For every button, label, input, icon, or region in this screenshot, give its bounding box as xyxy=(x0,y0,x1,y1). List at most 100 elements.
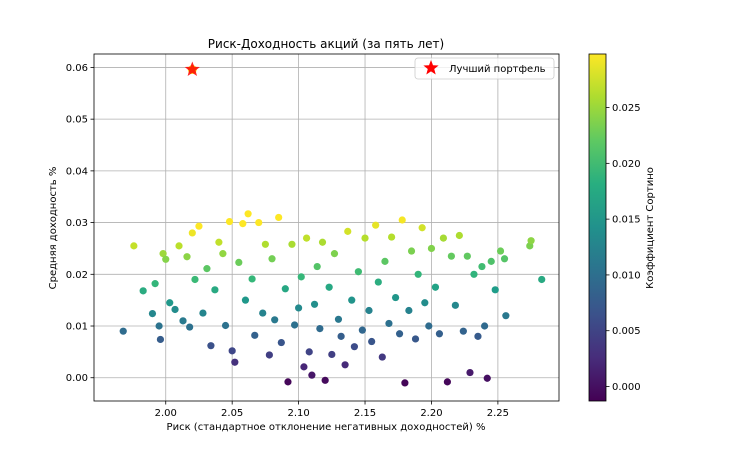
y-tick-label: 0.00 xyxy=(66,373,88,384)
scatter-point xyxy=(337,332,345,340)
scatter-point xyxy=(288,240,296,248)
scatter-point xyxy=(395,330,404,338)
colorbar-tick-label: 0.015 xyxy=(612,215,641,226)
scatter-point xyxy=(414,270,422,278)
scatter-point xyxy=(502,312,510,320)
scatter-point xyxy=(305,348,313,356)
scatter-point xyxy=(328,350,336,359)
scatter-point xyxy=(421,299,429,307)
scatter-point xyxy=(171,305,179,314)
scatter-point xyxy=(354,268,362,276)
scatter-point xyxy=(255,218,263,227)
scatter-point xyxy=(302,234,311,242)
y-tick-label: 0.03 xyxy=(66,218,88,229)
colorbar: 0.000 0.005 0.010 0.015 0.020 0.025 Коэффицие… xyxy=(588,53,656,402)
scatter-point xyxy=(483,374,491,382)
scatter-point xyxy=(195,222,203,230)
scatter-point xyxy=(179,317,187,325)
scatter-point xyxy=(225,217,234,226)
scatter-point xyxy=(175,242,183,250)
scatter-point xyxy=(277,338,285,347)
scatter-point xyxy=(130,242,138,250)
scatter-point xyxy=(378,353,386,361)
scatter-point xyxy=(443,378,451,386)
scatter-point xyxy=(300,363,308,371)
y-axis: 0.00 0.01 0.02 0.03 0.04 0.05 0.06 xyxy=(66,63,94,384)
x-axis-label: Риск (стандартное отклонение негативных … xyxy=(167,422,486,433)
colorbar-ticks: 0.000 0.005 0.010 0.015 0.020 0.025 xyxy=(606,103,641,393)
scatter-point xyxy=(219,250,227,258)
scatter-point xyxy=(425,322,433,330)
scatter-point xyxy=(451,301,459,309)
scatter-point xyxy=(348,296,356,304)
scatter-point xyxy=(310,300,319,308)
scatter-point xyxy=(372,221,380,229)
scatter-point xyxy=(188,229,196,237)
best-portfolio-marker-group xyxy=(184,61,200,76)
scatter-point xyxy=(491,286,499,294)
y-tick-label: 0.05 xyxy=(66,115,88,126)
scatter-point xyxy=(325,283,333,291)
colorbar-tick-label: 0.020 xyxy=(612,159,641,170)
scatter-point xyxy=(474,332,482,340)
scatter-point xyxy=(228,347,236,355)
scatter-point xyxy=(295,304,303,312)
scatter-point xyxy=(391,293,400,302)
scatter-point xyxy=(365,306,373,315)
scatter-point xyxy=(361,234,369,242)
scatter-point xyxy=(244,210,252,218)
colorbar-tick-label: 0.005 xyxy=(612,326,641,337)
scatter-point xyxy=(159,250,167,258)
y-tick-label: 0.02 xyxy=(66,270,88,281)
scatter-point xyxy=(398,216,406,224)
scatter-point xyxy=(330,250,339,258)
scatter-points xyxy=(119,210,546,387)
scatter-point xyxy=(431,283,440,291)
scatter-point xyxy=(291,321,299,329)
scatter-point xyxy=(459,327,467,335)
scatter-point xyxy=(368,337,376,346)
scatter-point xyxy=(427,244,436,253)
scatter-point xyxy=(231,358,239,366)
scatter-point xyxy=(271,316,279,324)
scatter-point xyxy=(191,275,199,284)
scatter-point xyxy=(265,351,273,359)
scatter-point xyxy=(527,237,535,245)
scatter-point xyxy=(186,323,194,331)
chart-title: Риск-Доходность акций (за пять лет) xyxy=(208,37,444,51)
scatter-point xyxy=(162,255,170,263)
scatter-point xyxy=(261,240,269,248)
scatter-point xyxy=(275,213,283,222)
scatter-point xyxy=(401,379,409,387)
colorbar-label: Коэффициент Сортино xyxy=(645,167,656,289)
scatter-point xyxy=(308,371,316,379)
scatter-point xyxy=(239,220,247,228)
scatter-point xyxy=(470,270,478,278)
scatter-point xyxy=(241,296,250,304)
x-tick-label: 2.00 xyxy=(155,408,177,419)
scatter-point xyxy=(321,376,329,384)
legend: Лучший портфель xyxy=(414,57,555,80)
legend-entry-best-portfolio: Лучший портфель xyxy=(449,64,546,75)
scatter-point xyxy=(358,326,366,334)
scatter-point xyxy=(148,310,157,318)
scatter-point xyxy=(268,255,276,263)
x-tick-label: 2.05 xyxy=(221,408,243,419)
scatter-point xyxy=(221,321,230,330)
scatter-point xyxy=(341,361,349,369)
scatter-point xyxy=(381,257,389,265)
x-tick-label: 2.10 xyxy=(287,408,309,419)
scatter-point xyxy=(166,299,174,307)
legend-star-icon xyxy=(423,60,439,75)
plot-frame xyxy=(93,53,560,402)
scatter-point xyxy=(199,309,207,317)
scatter-point xyxy=(463,252,471,260)
scatter-point xyxy=(466,368,474,377)
best-portfolio-star-icon xyxy=(184,61,200,76)
y-tick-label: 0.06 xyxy=(66,63,88,74)
scatter-point xyxy=(215,238,223,246)
x-tick-label: 2.15 xyxy=(354,408,376,419)
scatter-point xyxy=(388,233,396,241)
scatter-point xyxy=(151,280,159,288)
